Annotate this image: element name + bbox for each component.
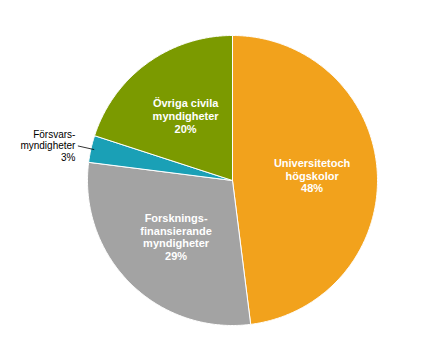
svg-text:Forsknings-finansierandemyndig: Forsknings-finansierandemyndigheter29%: [140, 212, 212, 262]
svg-text:Universitetochhögskolor48%: Universitetochhögskolor48%: [274, 157, 351, 194]
svg-text:Övriga civilamyndigheter20%: Övriga civilamyndigheter20%: [153, 97, 220, 134]
svg-text:Försvars-myndigheter3%: Försvars-myndigheter3%: [20, 129, 76, 163]
